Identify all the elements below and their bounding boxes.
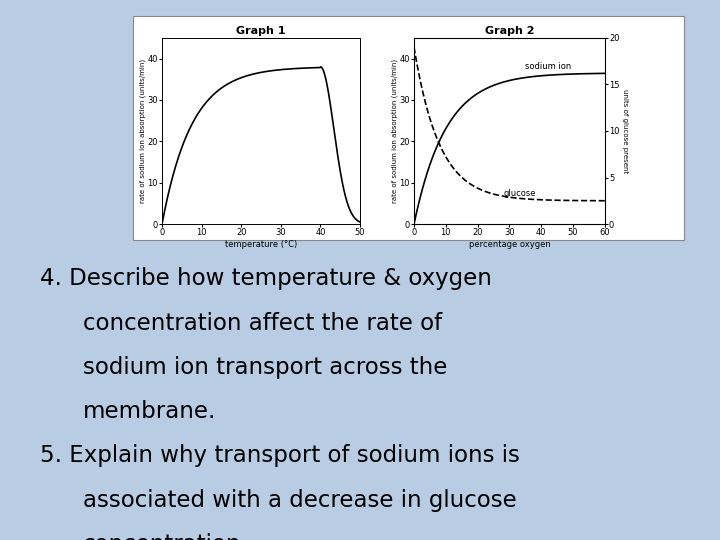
Text: sodium ion transport across the: sodium ion transport across the xyxy=(83,356,447,379)
Text: concentration affect the rate of: concentration affect the rate of xyxy=(83,312,442,335)
X-axis label: percentage oxygen: percentage oxygen xyxy=(469,240,550,249)
Text: concentration.: concentration. xyxy=(83,533,248,540)
Text: sodium ion: sodium ion xyxy=(526,62,572,71)
Text: 5. Explain why transport of sodium ions is: 5. Explain why transport of sodium ions … xyxy=(40,444,519,468)
Text: membrane.: membrane. xyxy=(83,400,216,423)
Text: glucose: glucose xyxy=(503,188,536,198)
Text: associated with a decrease in glucose: associated with a decrease in glucose xyxy=(83,489,516,512)
Y-axis label: units of glucose present: units of glucose present xyxy=(622,89,629,173)
Y-axis label: rate of sodium ion absorption (units/min): rate of sodium ion absorption (units/min… xyxy=(139,59,146,203)
Title: Graph 2: Graph 2 xyxy=(485,25,534,36)
Title: Graph 1: Graph 1 xyxy=(236,25,286,36)
Text: 4. Describe how temperature & oxygen: 4. Describe how temperature & oxygen xyxy=(40,267,492,291)
X-axis label: temperature (°C): temperature (°C) xyxy=(225,240,297,249)
Y-axis label: rate of sodium ion absorption (units/min): rate of sodium ion absorption (units/min… xyxy=(391,59,398,203)
